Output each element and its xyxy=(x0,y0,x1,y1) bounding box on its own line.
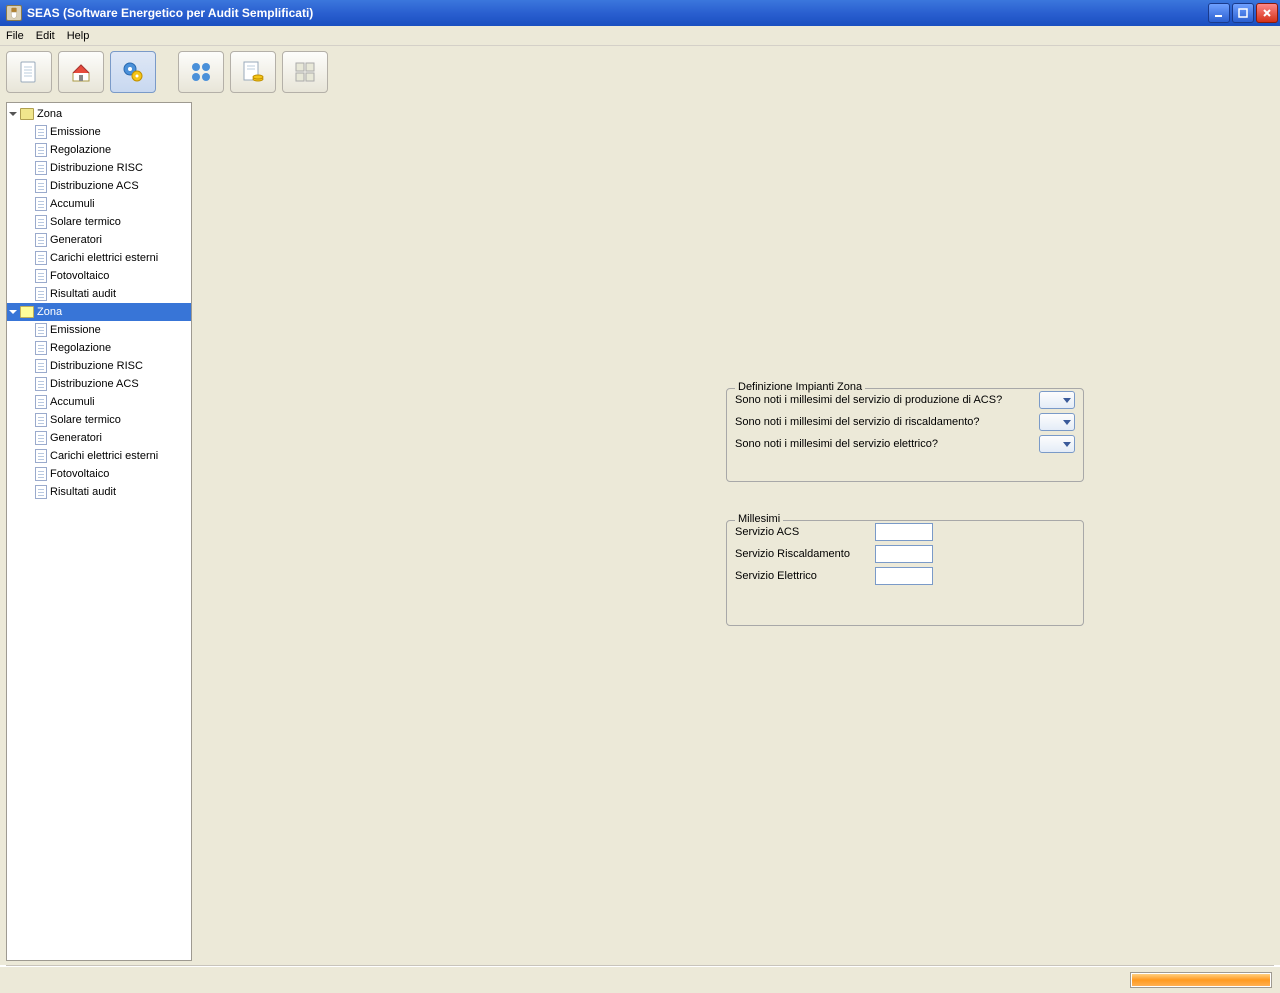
tree-zone-0[interactable]: Zona xyxy=(7,105,191,123)
tool-grid-docs[interactable] xyxy=(282,51,328,93)
tree-leaf-0-2[interactable]: Distribuzione RISC xyxy=(7,159,191,177)
document-icon xyxy=(35,413,47,427)
maximize-button[interactable] xyxy=(1232,3,1254,23)
minimize-button[interactable] xyxy=(1208,3,1230,23)
tree-panel: ZonaEmissioneRegolazioneDistribuzione RI… xyxy=(6,102,192,961)
tree-leaf-1-4[interactable]: Accumuli xyxy=(7,393,191,411)
folder-icon xyxy=(20,306,34,318)
mill-row-label-0: Servizio ACS xyxy=(735,526,875,538)
tree-leaf-0-3[interactable]: Distribuzione ACS xyxy=(7,177,191,195)
tree-leaf-0-8[interactable]: Fotovoltaico xyxy=(7,267,191,285)
def-row-combo-0[interactable] xyxy=(1039,391,1075,409)
panel-millesimi: Millesimi Servizio ACS Servizio Riscalda… xyxy=(726,520,1084,626)
document-icon xyxy=(35,431,47,445)
content: Definizione Impianti Zona Sono noti i mi… xyxy=(192,98,1280,965)
mill-row-input-2[interactable] xyxy=(875,567,933,585)
tree-leaf-1-0[interactable]: Emissione xyxy=(7,321,191,339)
document-icon xyxy=(35,251,47,265)
def-row-label-2: Sono noti i millesimi del servizio elett… xyxy=(735,438,938,450)
tree-leaf-0-7[interactable]: Carichi elettrici esterni xyxy=(7,249,191,267)
document-icon xyxy=(35,395,47,409)
tree-leaf-0-5[interactable]: Solare termico xyxy=(7,213,191,231)
document-icon xyxy=(35,125,47,139)
document-icon xyxy=(35,359,47,373)
document-icon xyxy=(35,323,47,337)
document-icon xyxy=(35,485,47,499)
tree-leaf-1-5[interactable]: Solare termico xyxy=(7,411,191,429)
tool-gears[interactable] xyxy=(110,51,156,93)
tree-zone-1[interactable]: Zona xyxy=(7,303,191,321)
tree-leaf-1-8[interactable]: Fotovoltaico xyxy=(7,465,191,483)
document-icon xyxy=(35,269,47,283)
progress-bar xyxy=(1130,972,1272,988)
mill-row-input-1[interactable] xyxy=(875,545,933,563)
menu-edit[interactable]: Edit xyxy=(36,30,55,42)
tree-leaf-1-7[interactable]: Carichi elettrici esterni xyxy=(7,447,191,465)
mill-row-label-1: Servizio Riscaldamento xyxy=(735,548,875,560)
tree-leaf-1-1[interactable]: Regolazione xyxy=(7,339,191,357)
document-icon xyxy=(35,287,47,301)
close-button[interactable] xyxy=(1256,3,1278,23)
main: ZonaEmissioneRegolazioneDistribuzione RI… xyxy=(0,98,1280,965)
titlebar: SEAS (Software Energetico per Audit Semp… xyxy=(0,0,1280,26)
menu-file[interactable]: File xyxy=(6,30,24,42)
tool-new-doc[interactable] xyxy=(6,51,52,93)
window-title: SEAS (Software Energetico per Audit Semp… xyxy=(27,6,1208,20)
def-row-label-0: Sono noti i millesimi del servizio di pr… xyxy=(735,394,1002,406)
document-icon xyxy=(35,143,47,157)
menu-help[interactable]: Help xyxy=(67,30,90,42)
statusbar xyxy=(0,965,1280,993)
tree-leaf-1-2[interactable]: Distribuzione RISC xyxy=(7,357,191,375)
def-row-label-1: Sono noti i millesimi del servizio di ri… xyxy=(735,416,980,428)
document-icon xyxy=(35,233,47,247)
tree-leaf-0-6[interactable]: Generatori xyxy=(7,231,191,249)
tool-doc-coins[interactable] xyxy=(230,51,276,93)
tree-leaf-0-4[interactable]: Accumuli xyxy=(7,195,191,213)
document-icon xyxy=(35,215,47,229)
panel-def-legend: Definizione Impianti Zona xyxy=(735,381,865,393)
document-icon xyxy=(35,197,47,211)
menubar: File Edit Help xyxy=(0,26,1280,46)
tree-leaf-0-0[interactable]: Emissione xyxy=(7,123,191,141)
document-icon xyxy=(35,161,47,175)
document-icon xyxy=(35,449,47,463)
tool-home[interactable] xyxy=(58,51,104,93)
panel-mill-legend: Millesimi xyxy=(735,513,783,525)
tree-leaf-1-9[interactable]: Risultati audit xyxy=(7,483,191,501)
app-icon xyxy=(6,5,22,21)
panel-definizione-impianti: Definizione Impianti Zona Sono noti i mi… xyxy=(726,388,1084,482)
tree-leaf-0-1[interactable]: Regolazione xyxy=(7,141,191,159)
toolbar xyxy=(0,46,1280,98)
def-row-combo-2[interactable] xyxy=(1039,435,1075,453)
document-icon xyxy=(35,341,47,355)
tree-leaf-1-6[interactable]: Generatori xyxy=(7,429,191,447)
mill-row-label-2: Servizio Elettrico xyxy=(735,570,875,582)
folder-icon xyxy=(20,108,34,120)
window-buttons xyxy=(1208,3,1278,23)
tree-leaf-0-9[interactable]: Risultati audit xyxy=(7,285,191,303)
document-icon xyxy=(35,467,47,481)
document-icon xyxy=(35,377,47,391)
tree-leaf-1-3[interactable]: Distribuzione ACS xyxy=(7,375,191,393)
tool-grid-gears[interactable] xyxy=(178,51,224,93)
document-icon xyxy=(35,179,47,193)
def-row-combo-1[interactable] xyxy=(1039,413,1075,431)
mill-row-input-0[interactable] xyxy=(875,523,933,541)
